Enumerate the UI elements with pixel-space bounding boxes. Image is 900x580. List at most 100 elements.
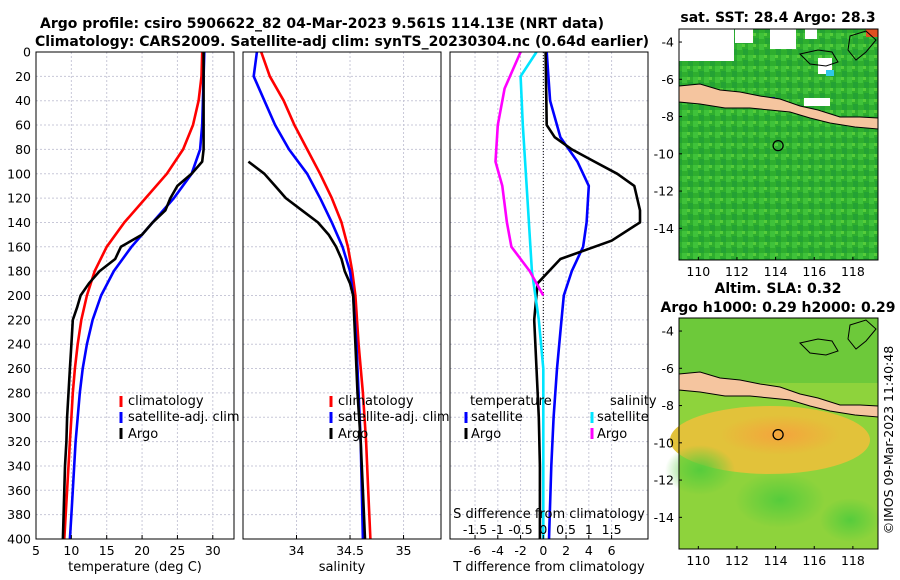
lat-tick-label: -6 bbox=[662, 72, 675, 87]
depth-tick-label: 360 bbox=[7, 483, 31, 498]
salinity-xlabel: salinity bbox=[319, 560, 366, 575]
salinity-axes-frame bbox=[242, 51, 442, 540]
salinity-legend: climatology satellite-adj. clim Argo bbox=[329, 394, 450, 442]
profile-line-argo bbox=[532, 52, 642, 539]
lat-tick-label: -14 bbox=[654, 510, 674, 525]
lat-tick-label: -8 bbox=[662, 398, 675, 413]
x-tick-label: 20 bbox=[134, 543, 150, 558]
s-diff-tick-label: 0.5 bbox=[556, 522, 576, 537]
salinity-lines bbox=[247, 52, 372, 539]
sst-map-title: sat. SST: 28.4 Argo: 28.3 bbox=[680, 10, 875, 26]
legend-label-t-satellite: satellite bbox=[471, 410, 523, 425]
sst-cloud-mask bbox=[804, 98, 830, 106]
sst-cloud-mask bbox=[770, 29, 796, 49]
lat-tick-label: -12 bbox=[654, 473, 674, 488]
difference-gridlines bbox=[450, 51, 648, 540]
figure-title-line2: Climatology: CARS2009. Satellite-adj cli… bbox=[35, 34, 649, 50]
x-tick-label: 10 bbox=[63, 543, 79, 558]
sla-coast-island bbox=[847, 319, 877, 350]
sla-map-panel: Altim. SLA: 0.32 Argo h1000: 0.29 h2000:… bbox=[654, 281, 896, 568]
sst-cloud-mask bbox=[679, 29, 734, 61]
temperature-tick-labels: 5 10 15 20 25 30 bbox=[32, 535, 221, 558]
t-difference-tick-labels: -6 -4 -2 0 2 4 6 bbox=[469, 535, 616, 558]
lat-tick-label: -4 bbox=[662, 324, 675, 339]
profile-line-climatology bbox=[259, 52, 372, 539]
depth-tick-label: 320 bbox=[7, 434, 31, 449]
depth-tick-label: 220 bbox=[7, 312, 31, 327]
depth-tick-label: 20 bbox=[15, 69, 31, 84]
t-difference-xlabel: T difference from climatology bbox=[452, 560, 645, 575]
x-tick-label: 25 bbox=[169, 543, 185, 558]
depth-tick-label: 300 bbox=[7, 410, 31, 425]
sla-hotspot bbox=[720, 415, 840, 455]
difference-lines bbox=[494, 52, 642, 539]
x-tick-label: 34 bbox=[289, 543, 305, 558]
sla-low-patch bbox=[665, 445, 735, 495]
lat-tick-label: -10 bbox=[654, 146, 674, 161]
depth-tick-label: 260 bbox=[7, 361, 31, 376]
profile-line-argo bbox=[247, 160, 367, 539]
lon-tick-label: 116 bbox=[802, 264, 826, 279]
depth-tick-label: 100 bbox=[7, 166, 31, 181]
depth-tick-labels: 0 20 40 60 80 100 120 140 160 180 200 220 240 260 280 3… bbox=[7, 45, 31, 547]
s-difference-tick-labels: -1.5 -1 -0.5 0 0.5 1 1.5 bbox=[463, 522, 622, 537]
depth-tick-label: 40 bbox=[15, 93, 31, 108]
depth-tick-label: 280 bbox=[7, 385, 31, 400]
s-difference-label: S difference from climatology bbox=[453, 507, 645, 522]
depth-tick-label: 200 bbox=[7, 288, 31, 303]
profile-line-climatology bbox=[63, 52, 204, 539]
lat-tick-label: -12 bbox=[654, 184, 674, 199]
lon-tick-label: 110 bbox=[686, 264, 710, 279]
sst-coast-island bbox=[847, 30, 877, 61]
profile-line-argo bbox=[494, 52, 545, 297]
lat-tick-label: -8 bbox=[662, 109, 675, 124]
salinity-tick-labels: 34 34.5 35 bbox=[289, 535, 412, 558]
lat-tick-label: -14 bbox=[654, 221, 674, 236]
sst-cloud-mask bbox=[735, 29, 753, 43]
legend-label-t-argo: Argo bbox=[471, 427, 501, 442]
depth-tick-label: 0 bbox=[23, 45, 31, 60]
sst-field bbox=[679, 29, 878, 260]
depth-tick-label: 60 bbox=[15, 118, 31, 133]
lon-tick-label: 118 bbox=[841, 264, 865, 279]
sst-lat-tick-labels: -4 -6 -8 -10 -12 -14 bbox=[654, 35, 682, 236]
s-diff-tick-label: -0.5 bbox=[508, 522, 532, 537]
profile-line-satellite-adj-clim bbox=[68, 52, 206, 539]
lon-tick-label: 110 bbox=[686, 553, 710, 568]
x-tick-label: 35 bbox=[396, 543, 412, 558]
sla-map-title-line1: Altim. SLA: 0.32 bbox=[714, 281, 841, 297]
legend-label-s-satellite: satellite bbox=[597, 410, 649, 425]
s-diff-tick-label: -1 bbox=[492, 522, 504, 537]
depth-tick-label: 180 bbox=[7, 264, 31, 279]
x-tick-label: -4 bbox=[492, 543, 505, 558]
argo-location-marker bbox=[772, 428, 784, 441]
legend-title-temperature: temperature bbox=[470, 394, 552, 409]
legend-label-argo: Argo bbox=[338, 427, 368, 442]
sst-cloud-mask bbox=[805, 29, 817, 39]
sla-map-image bbox=[665, 318, 880, 549]
legend-label-satellite: satellite-adj. clim bbox=[128, 410, 240, 425]
sst-cool-patch bbox=[826, 70, 834, 76]
lat-tick-label: -4 bbox=[662, 35, 675, 50]
x-tick-label: 2 bbox=[562, 543, 570, 558]
x-tick-label: 0 bbox=[539, 543, 547, 558]
legend-label-s-argo: Argo bbox=[597, 427, 627, 442]
depth-tick-label: 80 bbox=[15, 142, 31, 157]
legend-label-climatology: climatology bbox=[338, 394, 414, 409]
lat-tick-label: -6 bbox=[662, 361, 675, 376]
legend-title-salinity: salinity bbox=[610, 394, 657, 409]
salinity-panel: 34 34.5 35 salinity climatology satellite-… bbox=[242, 51, 450, 575]
x-tick-label: -6 bbox=[469, 543, 482, 558]
sst-map-panel: sat. SST: 28.4 Argo: 28.3 110 112 114 116 11… bbox=[654, 10, 879, 279]
profile-line-satellite bbox=[545, 52, 591, 539]
s-diff-tick-label: 1 bbox=[585, 522, 593, 537]
sla-field-north bbox=[679, 318, 878, 383]
s-diff-tick-label: 0 bbox=[539, 522, 547, 537]
x-tick-label: 5 bbox=[32, 543, 40, 558]
sst-warm-patch bbox=[866, 29, 878, 37]
difference-legend: temperature salinity satellite Argo sate… bbox=[464, 394, 657, 442]
depth-tick-label: 380 bbox=[7, 507, 31, 522]
lat-tick-label: -10 bbox=[654, 435, 674, 450]
lon-tick-label: 116 bbox=[802, 553, 826, 568]
